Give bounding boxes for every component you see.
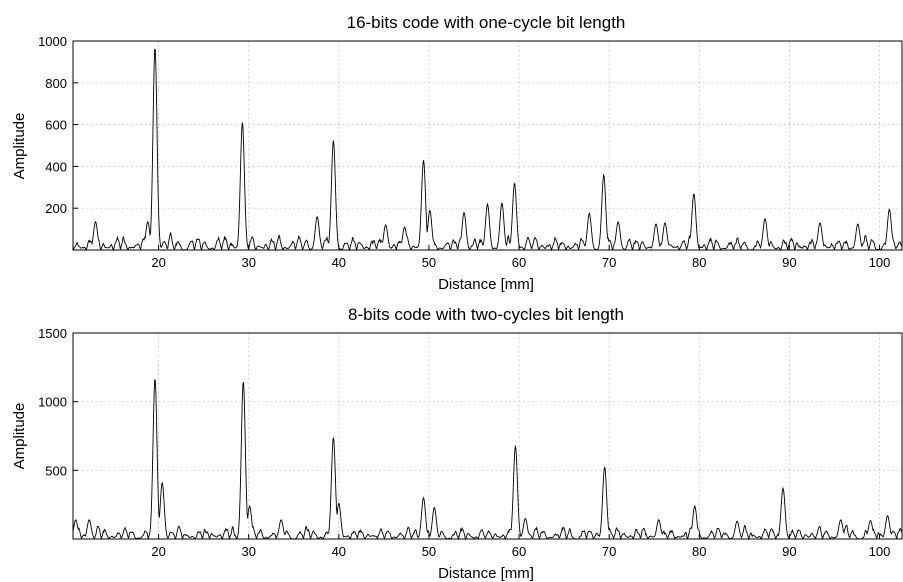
x-tick-label: 70 bbox=[602, 544, 616, 559]
bottom-chart-y-axis-label: Amplitude bbox=[11, 403, 28, 470]
top-chart-title: 16-bits code with one-cycle bit length bbox=[347, 13, 626, 32]
x-tick-label: 50 bbox=[422, 255, 436, 270]
bottom-chart-title: 8-bits code with two-cycles bit length bbox=[348, 305, 624, 324]
top-chart-y-axis-label: Amplitude bbox=[11, 113, 28, 180]
x-tick-label: 40 bbox=[332, 544, 346, 559]
top-chart-x-axis-label: Distance [mm] bbox=[438, 276, 534, 293]
x-tick-label: 40 bbox=[332, 255, 346, 270]
bottom-chart-ticks: 20 30 40 50 60 70 80 90 100 500 1000 1500 bbox=[38, 326, 890, 559]
bottom-chart-series-line bbox=[72, 379, 903, 541]
x-tick-label: 100 bbox=[869, 255, 891, 270]
top-chart-series-line bbox=[72, 48, 903, 252]
x-tick-label: 90 bbox=[782, 255, 796, 270]
y-tick-label: 1000 bbox=[38, 395, 67, 410]
x-tick-label: 80 bbox=[692, 544, 706, 559]
x-tick-label: 100 bbox=[869, 544, 891, 559]
y-tick-label: 500 bbox=[45, 463, 67, 478]
x-tick-label: 80 bbox=[692, 255, 706, 270]
x-tick-label: 30 bbox=[241, 255, 255, 270]
x-tick-label: 50 bbox=[422, 544, 436, 559]
y-tick-label: 600 bbox=[45, 118, 67, 133]
y-tick-label: 1500 bbox=[38, 326, 67, 341]
top-chart-ticks: 20 30 40 50 60 70 80 90 100 200 400 600 800 1000 bbox=[38, 34, 890, 270]
top-chart: 16-bits code with one-cycle bit length 2… bbox=[11, 13, 903, 293]
x-tick-label: 90 bbox=[782, 544, 796, 559]
x-tick-label: 60 bbox=[512, 255, 526, 270]
y-tick-label: 200 bbox=[45, 201, 67, 216]
x-tick-label: 20 bbox=[151, 544, 165, 559]
bottom-chart: 8-bits code with two-cycles bit length 2… bbox=[11, 305, 903, 582]
bottom-chart-axes-frame bbox=[72, 332, 903, 540]
x-tick-label: 20 bbox=[151, 255, 165, 270]
x-tick-label: 70 bbox=[602, 255, 616, 270]
y-tick-label: 400 bbox=[45, 159, 67, 174]
x-tick-label: 60 bbox=[512, 544, 526, 559]
bottom-chart-x-axis-label: Distance [mm] bbox=[438, 565, 534, 582]
x-tick-label: 30 bbox=[241, 544, 255, 559]
y-tick-label: 800 bbox=[45, 76, 67, 91]
y-tick-label: 1000 bbox=[38, 34, 67, 49]
top-chart-axes-frame bbox=[72, 40, 903, 251]
